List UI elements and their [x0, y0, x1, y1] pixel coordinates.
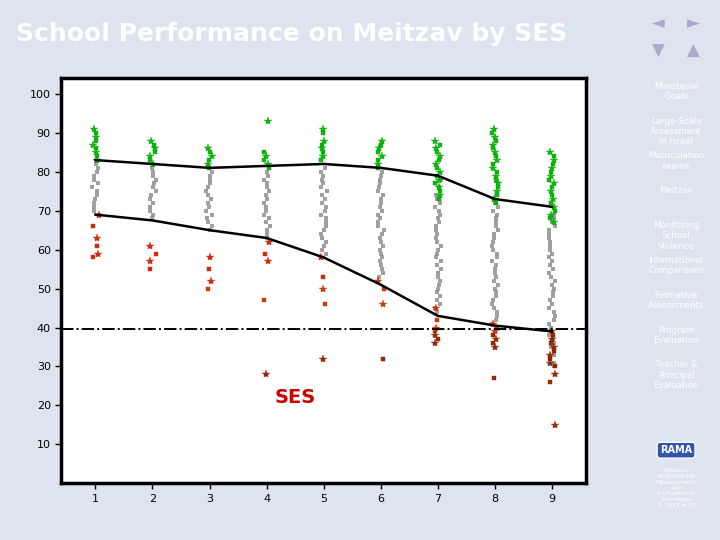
Text: Teacher &
Principal
Evaluation: Teacher & Principal Evaluation: [653, 361, 699, 390]
Text: ▼: ▼: [652, 42, 665, 59]
Text: Ministerial
Goals: Ministerial Goals: [654, 82, 698, 101]
Text: International
Comparisons: International Comparisons: [648, 256, 704, 275]
Text: 0  —: 0 —: [0, 539, 1, 540]
Text: ►: ►: [688, 15, 700, 32]
Text: Monitoring
School
Violence: Monitoring School Violence: [653, 221, 699, 251]
Text: Large-Scale
Assessment
in Israel: Large-Scale Assessment in Israel: [650, 117, 702, 146]
Text: Matriculation
exams: Matriculation exams: [648, 151, 704, 171]
Text: ◄: ◄: [652, 15, 665, 32]
Text: Formative
Assessments: Formative Assessments: [648, 291, 704, 310]
Text: National
Authority for
Measurement
and
Evaluation in
Education
© 2013 # 28: National Authority for Measurement and E…: [656, 468, 696, 508]
Text: Program
Evaluation: Program Evaluation: [653, 326, 699, 345]
Text: Meitzav: Meitzav: [660, 186, 693, 195]
Text: ▲: ▲: [688, 42, 700, 59]
Text: SES: SES: [274, 388, 316, 407]
Text: RAMA: RAMA: [660, 445, 692, 455]
Text: School Performance on Meitzav by SES: School Performance on Meitzav by SES: [16, 22, 567, 46]
